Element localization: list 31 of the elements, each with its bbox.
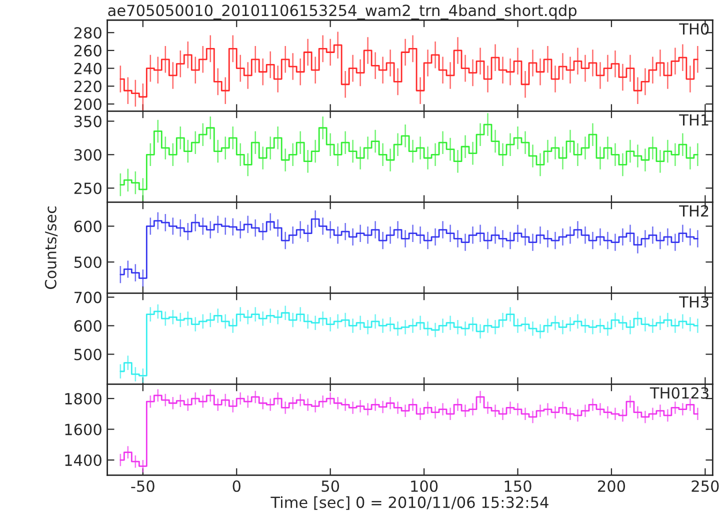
x-tick-label: 0	[232, 480, 240, 492]
y-tick-label: 350	[74, 116, 102, 128]
x-tick-label: -50	[131, 480, 154, 492]
annotation: TH3	[679, 296, 708, 308]
y-tick-label: 280	[74, 27, 102, 39]
y-tick-label: 200	[74, 98, 102, 110]
x-tick-label: 250	[692, 480, 719, 492]
y-tick-label: 220	[74, 80, 102, 92]
x-tick-label: 150	[504, 480, 532, 492]
annotation: TH2	[679, 205, 708, 217]
y-axis-title: Counts/sec	[44, 206, 58, 289]
annotation: TH1	[679, 114, 708, 126]
y-tick-label: 1600	[65, 424, 102, 436]
y-tick-label: 300	[74, 149, 102, 161]
chart-title: ae705050010_20101106153254_wam2_trn_4band_short.qdp	[108, 4, 577, 20]
annotation: TH0123	[650, 387, 708, 399]
y-tick-label: 260	[74, 44, 102, 56]
x-tick-label: 50	[322, 480, 340, 492]
x-tick-label: 200	[598, 480, 626, 492]
annotation: TH0	[679, 23, 709, 35]
y-tick-label: 240	[74, 62, 102, 74]
y-tick-label: 1800	[65, 392, 102, 405]
y-tick-label: 500	[74, 348, 102, 360]
x-axis-title: Time [sec] 0 = 2010/11/06 15:32:54	[270, 496, 548, 510]
y-tick-label: 500	[74, 256, 102, 268]
x-tick-label: 100	[411, 480, 438, 492]
y-tick-label: 250	[74, 182, 102, 194]
y-tick-label: 1400	[65, 454, 102, 466]
y-tick-label: 700	[74, 292, 102, 304]
y-tick-label: 600	[74, 320, 102, 332]
y-tick-label: 600	[74, 220, 102, 232]
